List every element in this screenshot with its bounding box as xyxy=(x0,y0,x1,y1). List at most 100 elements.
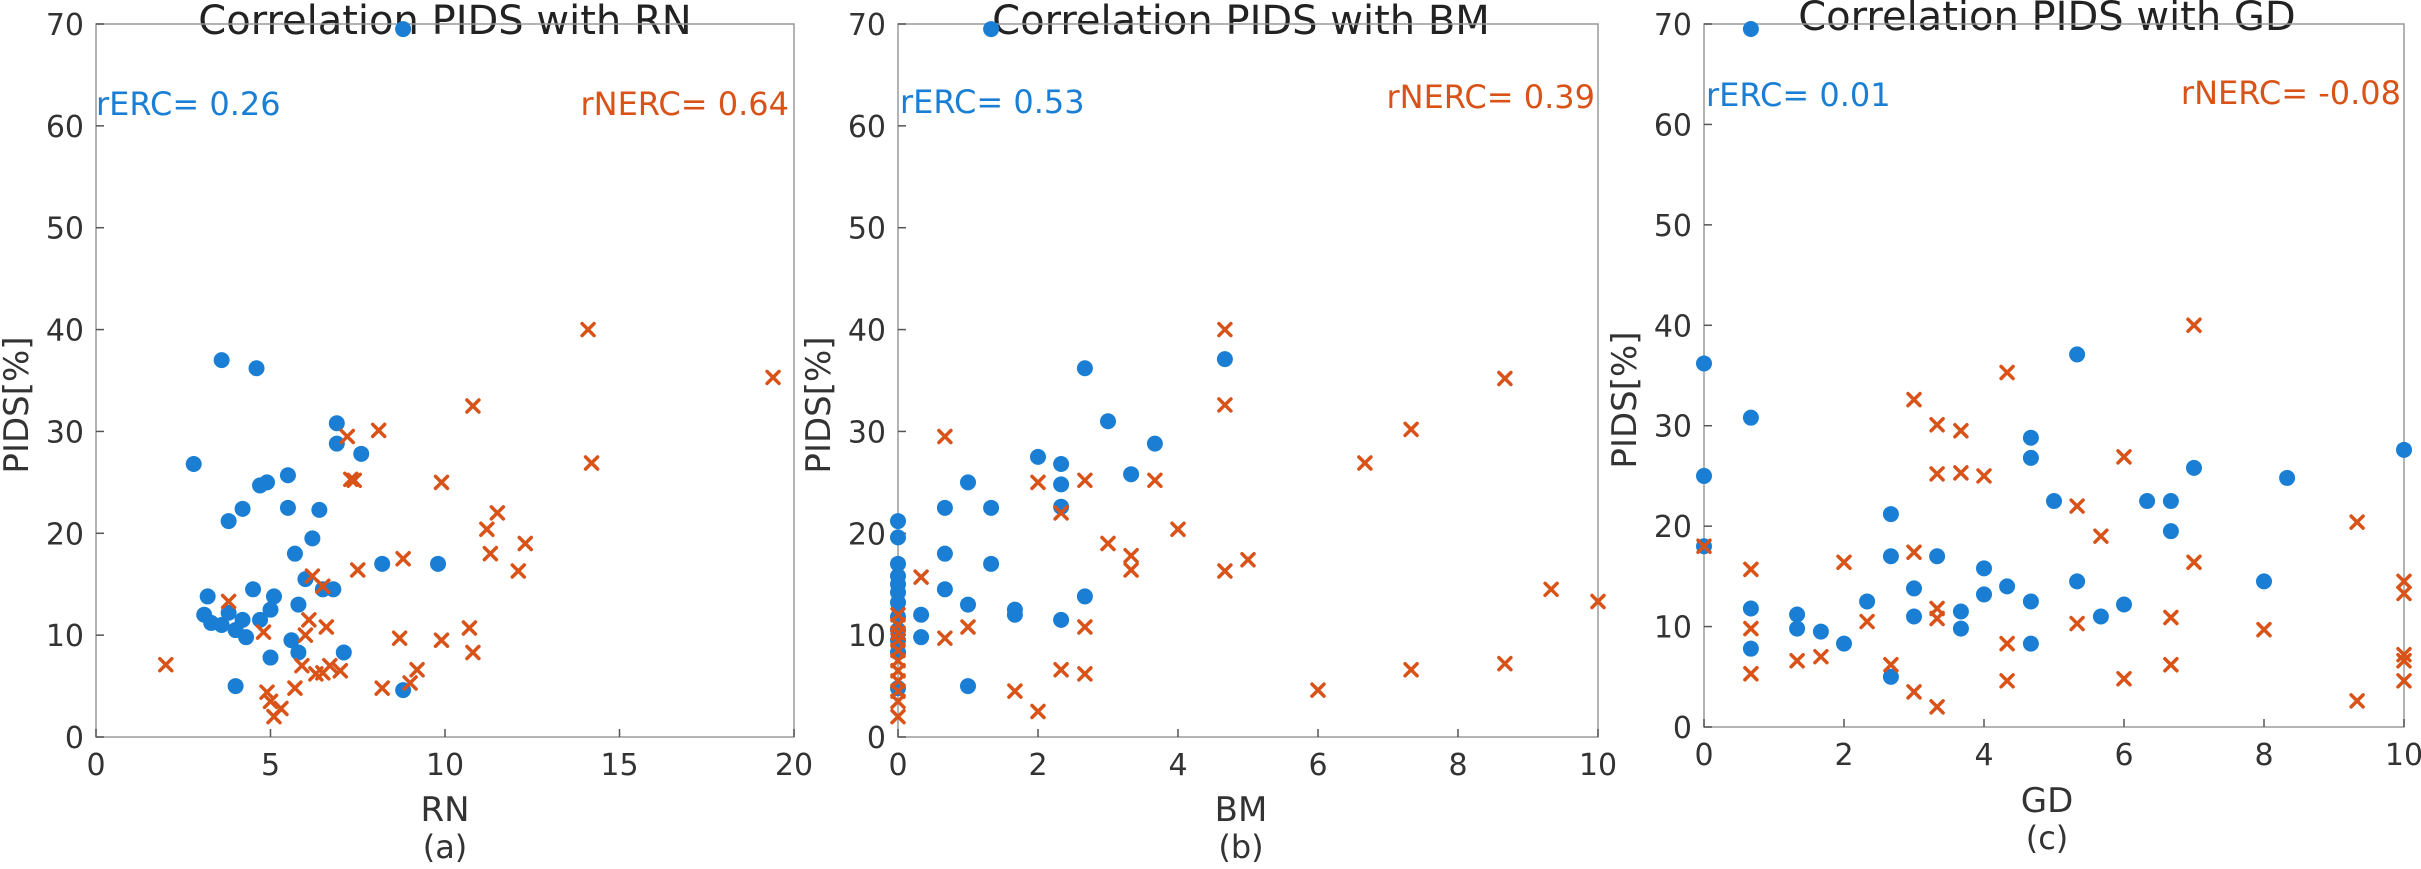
erc-point xyxy=(220,513,237,530)
erc-point xyxy=(913,606,930,623)
erc-point xyxy=(1789,606,1806,623)
erc-point xyxy=(304,530,321,547)
x-tick-label: 8 xyxy=(2254,738,2273,773)
nerc-point xyxy=(1170,521,1186,537)
nerc-point xyxy=(374,680,390,696)
nerc-point xyxy=(2163,656,2179,673)
erc-point xyxy=(311,501,328,518)
erc-point xyxy=(1882,668,1899,685)
y-tick-label: 10 xyxy=(46,619,84,654)
erc-point xyxy=(259,474,276,491)
erc-point xyxy=(290,596,307,613)
erc-point xyxy=(2279,469,2296,486)
nerc-point xyxy=(220,593,237,610)
y-axis-label: PIDS[%] xyxy=(0,336,37,473)
erc-point xyxy=(1742,600,1759,617)
nerc-point xyxy=(1929,466,1945,482)
erc-point xyxy=(2046,493,2062,510)
nerc-point xyxy=(1403,662,1419,678)
erc-point xyxy=(1742,640,1759,657)
nerc-point xyxy=(322,657,338,674)
erc-point xyxy=(234,500,251,517)
erc-point xyxy=(328,415,345,432)
erc-point xyxy=(1696,467,1712,484)
nerc-point xyxy=(465,644,481,661)
x-axis-label: BM xyxy=(1215,790,1268,830)
nerc-point xyxy=(1696,538,1712,554)
nerc-point xyxy=(433,632,450,648)
erc-point xyxy=(353,445,370,462)
erc-point xyxy=(983,499,1000,516)
y-axis-label: PIDS[%] xyxy=(799,336,839,473)
y-tick-label: 0 xyxy=(1673,711,1692,746)
nerc-point xyxy=(1100,535,1116,552)
erc-point xyxy=(1146,435,1163,452)
erc-point xyxy=(983,21,1000,38)
nerc-point xyxy=(2396,652,2412,669)
erc-point xyxy=(1999,578,2016,595)
y-tick-label: 50 xyxy=(46,212,84,247)
nerc-point xyxy=(2256,621,2272,638)
nerc-point xyxy=(1743,666,1759,682)
y-tick-label: 20 xyxy=(1654,510,1692,545)
erc-point xyxy=(1076,360,1093,377)
nerc-point xyxy=(2163,609,2179,626)
nerc-point xyxy=(1077,666,1093,682)
y-tick-label: 60 xyxy=(848,110,886,145)
nerc-point xyxy=(332,663,349,679)
nerc-point xyxy=(1007,683,1023,699)
erc-point xyxy=(936,581,953,598)
y-tick-label: 40 xyxy=(46,314,84,349)
erc-point xyxy=(430,555,447,572)
nerc-point xyxy=(1976,468,1992,484)
stat-erc: rERC= 0.26 xyxy=(96,85,281,123)
erc-point xyxy=(335,644,352,661)
nerc-point xyxy=(1859,613,1875,630)
erc-point xyxy=(248,360,265,377)
y-tick-label: 30 xyxy=(848,415,886,450)
y-tick-label: 70 xyxy=(848,8,886,43)
erc-point xyxy=(1836,635,1852,652)
nerc-point xyxy=(1883,656,1899,673)
nerc-point xyxy=(2116,449,2132,465)
nerc-point xyxy=(2093,528,2109,544)
erc-point xyxy=(1742,409,1759,426)
nerc-point xyxy=(1217,321,1233,338)
nerc-point xyxy=(1743,620,1759,637)
nerc-point xyxy=(960,619,976,635)
nerc-point xyxy=(479,521,495,537)
nerc-point xyxy=(937,630,953,646)
erc-point xyxy=(262,649,279,666)
panel-c: Correlation PIDS with GD rERC= 0.01 rNER… xyxy=(1605,0,2421,857)
erc-point xyxy=(374,555,391,572)
erc-point xyxy=(1859,593,1876,610)
nerc-point xyxy=(461,620,478,636)
nerc-point xyxy=(765,369,781,386)
nerc-point xyxy=(1240,552,1256,568)
nerc-point xyxy=(158,656,174,673)
erc-point xyxy=(2396,441,2412,458)
nerc-point xyxy=(1590,593,1606,610)
nerc-point xyxy=(937,428,953,445)
erc-point xyxy=(328,435,345,452)
stat-nerc: rNERC= 0.39 xyxy=(1386,78,1595,116)
panel-sublabel: (c) xyxy=(2026,819,2069,857)
nerc-point xyxy=(315,578,331,595)
nerc-point xyxy=(1906,544,1922,561)
erc-point xyxy=(1906,608,1922,625)
x-tick-label: 2 xyxy=(1834,738,1853,773)
x-tick-label: 6 xyxy=(2114,738,2133,773)
nerc-point xyxy=(255,624,272,640)
erc-point xyxy=(2139,493,2156,510)
y-tick-label: 70 xyxy=(1654,8,1692,43)
nerc-point xyxy=(1497,370,1513,387)
erc-point xyxy=(2022,635,2039,652)
erc-point xyxy=(936,545,953,562)
nerc-point xyxy=(1953,465,1969,481)
x-tick-label: 0 xyxy=(888,748,907,783)
erc-point xyxy=(890,594,906,611)
nerc-point xyxy=(370,422,387,439)
y-tick-label: 50 xyxy=(848,212,886,247)
erc-point xyxy=(1882,548,1899,565)
stat-nerc: rNERC= 0.64 xyxy=(580,85,789,123)
